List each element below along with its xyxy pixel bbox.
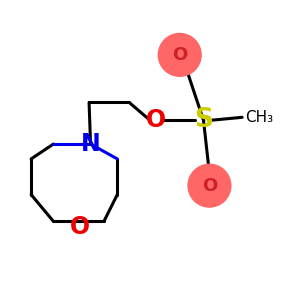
Text: O: O xyxy=(146,108,166,132)
Circle shape xyxy=(188,164,231,207)
Text: O: O xyxy=(70,215,90,239)
Text: O: O xyxy=(172,46,187,64)
Circle shape xyxy=(158,34,201,76)
Text: S: S xyxy=(194,107,213,133)
Text: N: N xyxy=(81,132,100,156)
Text: CH₃: CH₃ xyxy=(245,110,273,125)
Text: O: O xyxy=(202,177,217,195)
